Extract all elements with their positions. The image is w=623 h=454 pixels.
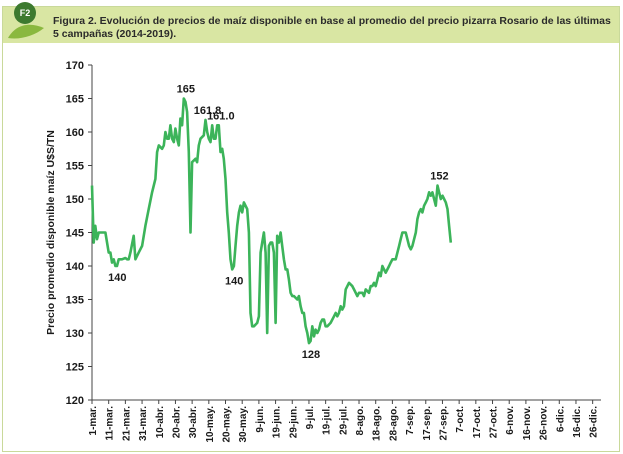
x-axis-ticks: 1-mar. 11-mar. 21-mar. 31-mar. 10-abr. 20-abr… — [88, 400, 600, 443]
y-tick-label: 130 — [66, 328, 84, 340]
x-tick-label: 19-jun. — [272, 406, 283, 438]
x-tick-label: 18-ago. — [372, 406, 383, 441]
x-tick-label: 16-dic. — [572, 406, 583, 438]
x-tick-label: 9-jun. — [255, 406, 266, 433]
figure-badge: F2 — [6, 2, 44, 39]
x-tick-label: 17-sep. — [422, 406, 433, 441]
x-tick-label: 26-nov. — [539, 406, 550, 440]
x-tick-label: 10-may. — [205, 406, 216, 443]
x-tick-label: 9-jul. — [305, 406, 316, 430]
y-tick-label: 120 — [66, 395, 84, 407]
x-tick-label: 17-oct. — [472, 406, 483, 438]
leaf-icon — [8, 24, 44, 39]
x-tick-label: 16-nov. — [522, 406, 533, 440]
axes — [91, 65, 601, 401]
x-tick-label: 7-sep. — [405, 406, 416, 435]
y-axis-ticks: 120 125 130 135 140 145 150 155 160 165 170 — [66, 60, 92, 407]
data-label: 165 — [177, 84, 195, 96]
data-label: 161.0 — [207, 110, 235, 122]
series-line-price — [90, 97, 453, 345]
y-tick-label: 140 — [66, 261, 84, 273]
data-label: 128 — [302, 349, 320, 361]
chart-title: Figura 2. Evolución de precios de maíz d… — [53, 15, 611, 40]
x-tick-label: 27-sep. — [438, 406, 449, 441]
figure-header: Figura 2. Evolución de precios de maíz d… — [3, 7, 619, 43]
data-label: 140 — [108, 272, 126, 284]
y-tick-label: 170 — [66, 60, 84, 72]
y-tick-label: 135 — [66, 295, 84, 307]
x-tick-label: 20-abr. — [171, 406, 182, 438]
data-label: 140 — [225, 275, 243, 287]
x-tick-label: 21-mar. — [121, 406, 132, 441]
x-tick-label: 10-abr. — [155, 406, 166, 438]
x-tick-label: 30-may. — [238, 406, 249, 443]
x-tick-label: 19-jul. — [322, 406, 333, 435]
data-label: 161.8 — [194, 105, 222, 117]
y-axis-label: Precio promedio disponible maíz U$S/TN — [45, 130, 57, 335]
x-tick-label: 8-ago. — [355, 406, 366, 436]
x-tick-label: 27-oct. — [489, 406, 500, 438]
x-tick-label: 6-dic. — [555, 406, 566, 432]
x-tick-label: 6-nov. — [505, 406, 516, 435]
x-tick-label: 11-mar. — [105, 406, 116, 441]
x-tick-label: 20-may. — [222, 406, 233, 443]
x-tick-label: 31-mar. — [138, 406, 149, 441]
y-tick-label: 165 — [66, 94, 84, 106]
y-tick-label: 155 — [66, 161, 84, 173]
x-tick-label: 7-oct. — [455, 406, 466, 433]
y-tick-label: 145 — [66, 228, 84, 240]
x-tick-label: 29-jun. — [288, 406, 299, 438]
x-tick-label: 29-jul. — [338, 406, 349, 435]
x-tick-label: 28-ago. — [388, 406, 399, 441]
figure-frame: Figura 2. Evolución de precios de maíz d… — [2, 6, 620, 452]
x-tick-label: 30-abr. — [188, 406, 199, 438]
y-tick-label: 150 — [66, 194, 84, 206]
y-tick-label: 125 — [66, 362, 84, 374]
data-label: 152 — [430, 171, 448, 183]
badge-label: F2 — [14, 2, 36, 24]
x-tick-label: 26-dic. — [589, 406, 600, 438]
x-tick-label: 1-mar. — [88, 406, 99, 436]
y-tick-label: 160 — [66, 127, 84, 139]
